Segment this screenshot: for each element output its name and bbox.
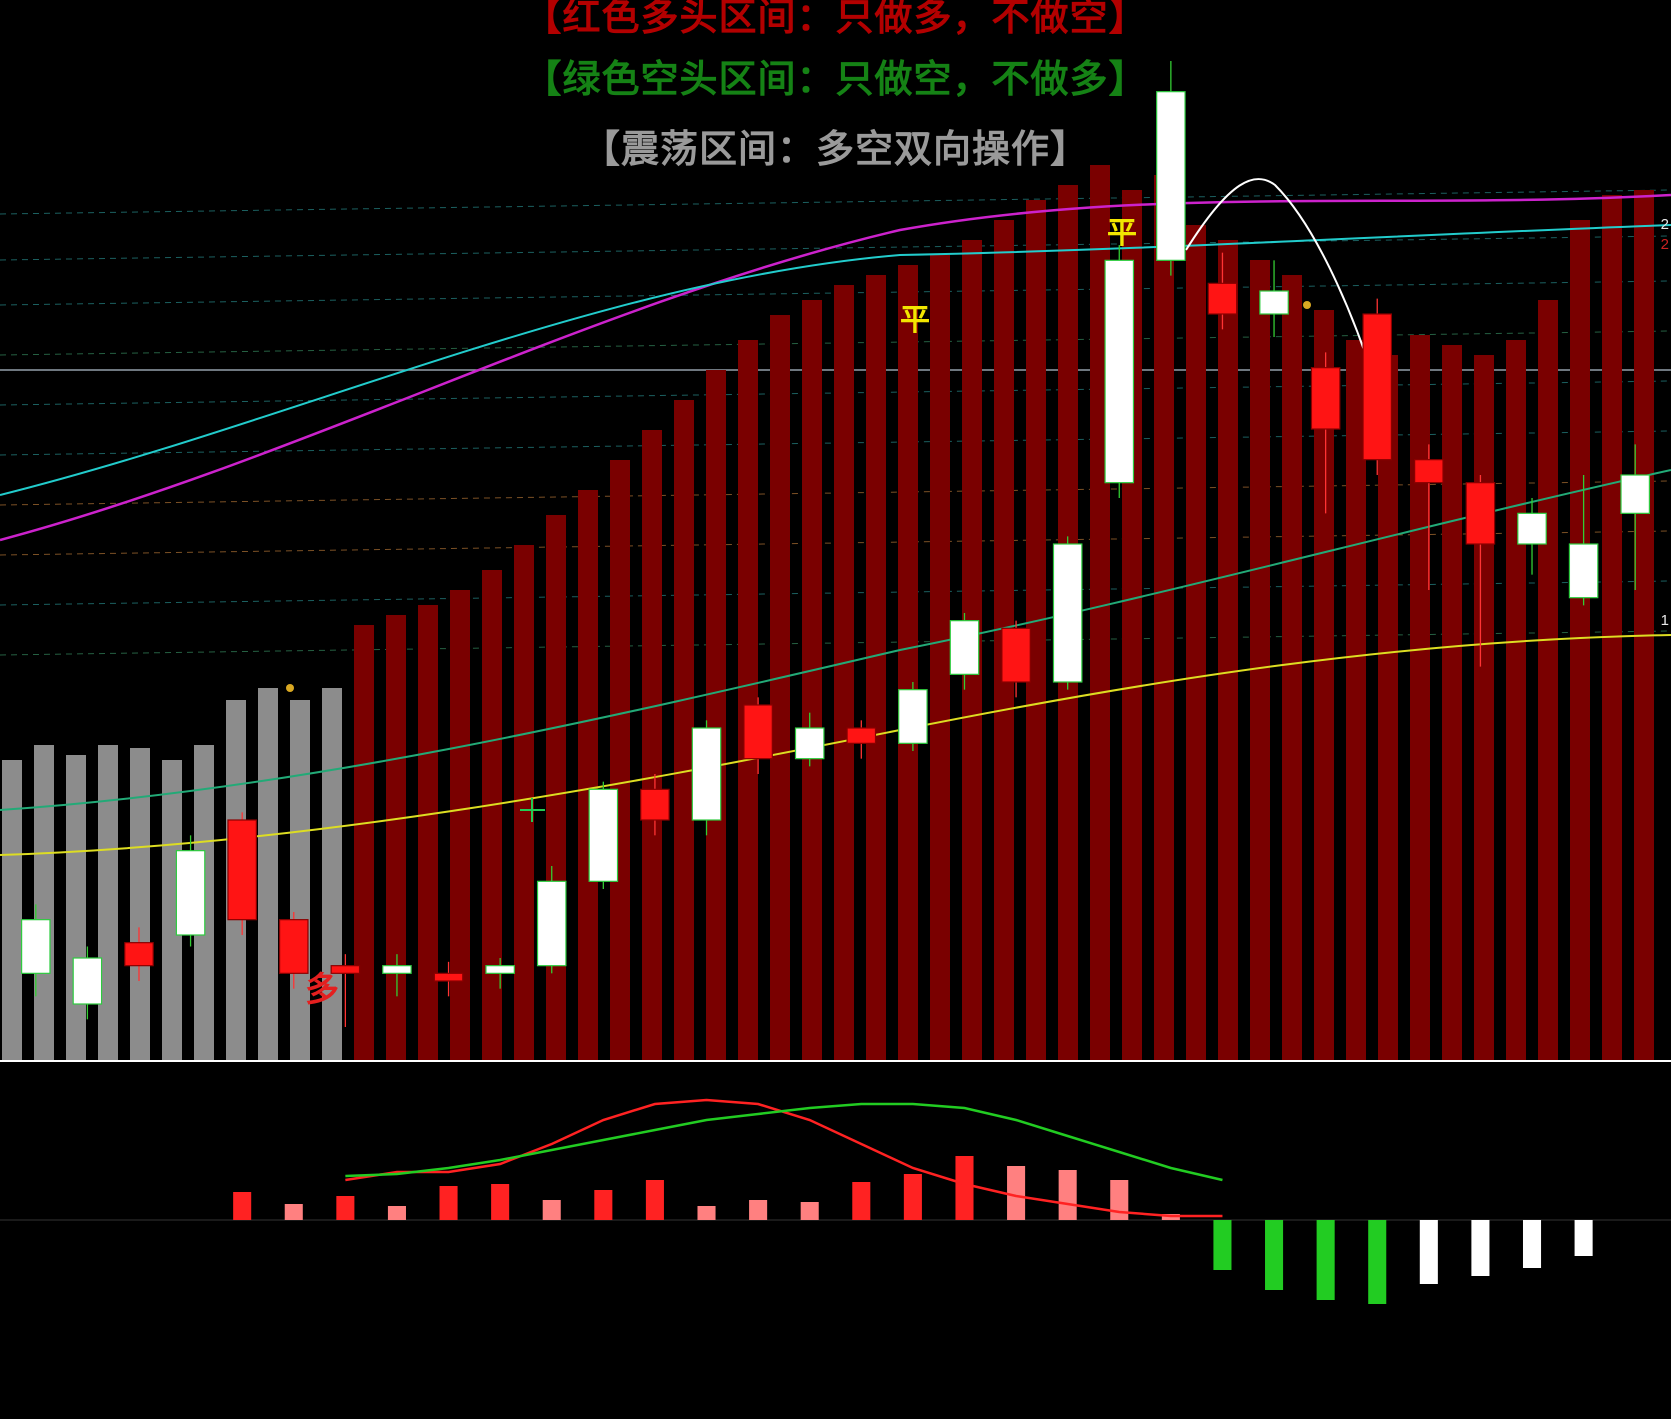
candlestick-bar[interactable] <box>1466 483 1494 544</box>
candlestick-bar[interactable] <box>1621 475 1649 513</box>
chart-root: 【红色多头区间：只做多，不做空】 【绿色空头区间：只做空，不做多】 【震荡区间：… <box>0 0 1671 1419</box>
candlestick-bar[interactable] <box>1569 544 1597 598</box>
candlestick-bar[interactable] <box>1053 544 1081 682</box>
macd-indicator-panel: MACD_OsMA [CurrTF] (12,26,9) 14.4980 19.… <box>0 1060 1671 1419</box>
candlestick-bar[interactable] <box>22 920 50 974</box>
macd-histogram-bar[interactable] <box>1471 1220 1489 1276</box>
macd-chart-svg[interactable] <box>0 1080 1671 1419</box>
macd-histogram-bar[interactable] <box>543 1200 561 1220</box>
macd-histogram-bar[interactable] <box>1575 1220 1593 1256</box>
price-chart-svg[interactable] <box>0 0 1671 1060</box>
macd-histogram-bar[interactable] <box>1059 1170 1077 1220</box>
macd-histogram-bar[interactable] <box>1420 1220 1438 1284</box>
candlestick-bar[interactable] <box>847 728 875 743</box>
macd-histogram-bar[interactable] <box>1265 1220 1283 1290</box>
price-panel: 平 平 多 2 2 1 <box>0 0 1671 1060</box>
candlestick-bar[interactable] <box>538 881 566 965</box>
candlestick-bar[interactable] <box>1260 291 1288 314</box>
candlestick-bar[interactable] <box>383 966 411 974</box>
candlestick-bar[interactable] <box>950 621 978 675</box>
candlestick-bar[interactable] <box>589 789 617 881</box>
macd-histogram-bar[interactable] <box>233 1192 251 1220</box>
candlestick-bar[interactable] <box>73 958 101 1004</box>
macd-histogram-bar[interactable] <box>1007 1166 1025 1220</box>
macd-histogram-bar[interactable] <box>440 1186 458 1220</box>
macd-histogram-bar[interactable] <box>1523 1220 1541 1268</box>
candlestick-bar[interactable] <box>641 789 669 820</box>
macd-histogram-bar[interactable] <box>1110 1180 1128 1220</box>
regime-background-bars <box>2 165 1654 1060</box>
candlestick-bar[interactable] <box>692 728 720 820</box>
marker-duo: 多 <box>297 962 347 1011</box>
axis-label-price-1: 2 <box>1661 216 1669 233</box>
macd-histogram-bar[interactable] <box>801 1202 819 1220</box>
candlestick-bar[interactable] <box>1363 314 1391 460</box>
candlestick-bar[interactable] <box>1415 460 1443 483</box>
macd-histogram-bar[interactable] <box>285 1204 303 1220</box>
macd-histogram-bar[interactable] <box>646 1180 664 1220</box>
macd-histogram-bar[interactable] <box>1213 1220 1231 1270</box>
marker-ping-1: 平 <box>890 295 940 339</box>
candlestick-bar[interactable] <box>1518 513 1546 544</box>
macd-histogram-bar[interactable] <box>336 1196 354 1220</box>
macd-histogram-bars <box>233 1156 1592 1304</box>
macd-histogram-bar[interactable] <box>491 1184 509 1220</box>
candlestick-bar[interactable] <box>899 690 927 744</box>
axis-label-price-2: 2 <box>1661 236 1669 253</box>
candlestick-bar[interactable] <box>1105 260 1133 482</box>
macd-histogram-bar[interactable] <box>904 1174 922 1220</box>
candlestick-bar[interactable] <box>176 851 204 935</box>
axis-label-price-3: 1 <box>1661 612 1669 629</box>
macd-signal-line <box>345 1100 1222 1216</box>
candlestick-bar[interactable] <box>228 820 256 920</box>
macd-histogram-bar[interactable] <box>1317 1220 1335 1300</box>
macd-histogram-bar[interactable] <box>388 1206 406 1220</box>
candlestick-bar[interactable] <box>434 973 462 981</box>
macd-histogram-bar[interactable] <box>852 1182 870 1220</box>
candlestick-bar[interactable] <box>744 705 772 759</box>
candlestick-bar[interactable] <box>1208 283 1236 314</box>
macd-histogram-bar[interactable] <box>594 1190 612 1220</box>
marker-ping-2: 平 <box>1097 208 1147 252</box>
candlestick-bar[interactable] <box>1311 368 1339 429</box>
candlestick-bar[interactable] <box>1002 628 1030 682</box>
macd-histogram-bar[interactable] <box>1368 1220 1386 1304</box>
macd-histogram-bar[interactable] <box>955 1156 973 1220</box>
macd-histogram-bar[interactable] <box>697 1206 715 1220</box>
candlestick-bar[interactable] <box>486 966 514 974</box>
macd-histogram-bar[interactable] <box>749 1200 767 1220</box>
candlestick-bar[interactable] <box>125 943 153 966</box>
candlestick-bar[interactable] <box>1157 92 1185 261</box>
candlestick-bar[interactable] <box>796 728 824 759</box>
